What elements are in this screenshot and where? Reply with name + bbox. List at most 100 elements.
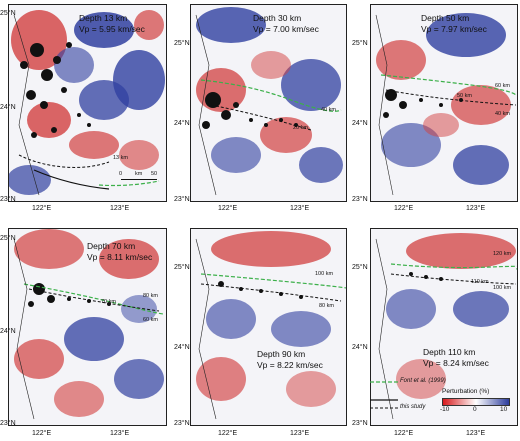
contour-label-c: 100 km [493, 285, 512, 291]
map-panel-depth-90: Depth 90 km Vp = 8.22 km/sec 100 km 80 k… [190, 228, 347, 426]
contour-font [98, 180, 160, 187]
lat-label-23: 23°N [352, 196, 368, 203]
lat-label-24: 24°N [352, 344, 368, 351]
tomography-map [371, 229, 517, 425]
trench-line [33, 169, 110, 190]
vp-label: Vp = 8.24 km/sec [423, 358, 489, 368]
vp-label: Vp = 7.97 km/sec [421, 24, 487, 34]
contour-label-b: 40 km [321, 107, 336, 113]
contour-label-c: 40 km [495, 111, 510, 117]
contour-label-a: 100 km [315, 271, 334, 277]
lat-label-23: 23°N [352, 420, 368, 427]
lon-label-122: 122°E [32, 430, 52, 437]
depth-label: Depth 70 km [87, 241, 136, 251]
legend-this-study: this study [400, 404, 426, 410]
lon-label-123: 123°E [290, 430, 310, 437]
lat-label-23: 23°N [0, 196, 16, 203]
scale-bar: 0 km 50 [119, 171, 157, 183]
legend-font: Font et al. (1999) [400, 378, 446, 384]
contour-font [390, 263, 517, 270]
tomography-map [191, 229, 346, 425]
tomography-map [9, 5, 166, 201]
contour-font [200, 79, 342, 112]
coastline [195, 238, 217, 420]
contour-label-a: 50 km [457, 93, 472, 99]
coastline [375, 238, 394, 420]
map-panel-depth-110: Depth 110 km Vp = 8.24 km/sec 120 km 110… [370, 228, 518, 426]
tomography-map [191, 5, 346, 201]
depth-label: Depth 110 km [423, 347, 476, 357]
map-panel-depth-30: Depth 30 km Vp = 7.00 km/sec 20 km 40 km [190, 4, 347, 202]
contour-label-c: 60 km [143, 317, 158, 323]
seismicity-dots [383, 89, 463, 118]
lat-label-24: 24°N [174, 120, 190, 127]
contour-label: 13 km [113, 155, 128, 161]
contour-label-a: 20 km [293, 125, 308, 131]
contour-label-b: 80 km [319, 303, 334, 309]
lon-label-122: 122°E [394, 430, 414, 437]
lon-label-122: 122°E [394, 205, 414, 212]
coastline [375, 14, 394, 196]
map-panel-depth-13: Depth 13 km Vp = 5.95 km/sec 13 km 0 km … [8, 4, 167, 202]
contour-label-b: 80 km [143, 293, 158, 299]
vp-label: Vp = 5.95 km/sec [79, 24, 145, 34]
coastline [13, 14, 40, 196]
colorbar-tick-min: -10 [440, 406, 450, 413]
depth-label: Depth 50 km [421, 13, 470, 23]
colorbar-title: Perturbation (%) [442, 388, 490, 395]
lon-label-122: 122°E [218, 430, 238, 437]
lat-label-25: 25°N [174, 264, 190, 271]
colorbar-tick-max: 10 [500, 406, 508, 413]
lat-label-23: 23°N [174, 196, 190, 203]
map-panel-depth-70: Depth 70 km Vp = 8.11 km/sec 70 km 80 km… [8, 228, 167, 426]
contour-this-study [200, 283, 342, 302]
seismicity-dots [202, 92, 298, 129]
lon-label-122: 122°E [218, 205, 238, 212]
lat-label-24: 24°N [352, 120, 368, 127]
map-panel-depth-50: Depth 50 km Vp = 7.97 km/sec 50 km 60 km… [370, 4, 518, 202]
lat-label-25: 25°N [0, 10, 16, 17]
contour-label-a: 70 km [101, 299, 116, 305]
contour-this-study [210, 104, 312, 131]
contour-font [23, 283, 165, 315]
lon-label-123: 123°E [466, 205, 486, 212]
tomography-map [9, 229, 166, 425]
lon-label-123: 123°E [110, 430, 130, 437]
lat-label-24: 24°N [0, 328, 16, 335]
coastline [13, 238, 35, 420]
coastline [195, 14, 217, 196]
contour-this-study [390, 273, 517, 285]
lat-label-25: 25°N [0, 235, 16, 242]
lat-label-25: 25°N [352, 264, 368, 271]
vp-label: Vp = 8.11 km/sec [87, 252, 153, 262]
contour-label-b: 110 km [471, 279, 489, 285]
colorbar: Perturbation (%) -10 0 10 [440, 388, 512, 418]
contour-this-study [28, 288, 160, 312]
lon-label-122: 122°E [32, 205, 52, 212]
colorbar-tick-mid: 0 [473, 406, 477, 413]
lon-label-123: 123°E [110, 205, 130, 212]
contour-this-study [385, 89, 517, 106]
tomography-map [371, 5, 517, 201]
vp-label: Vp = 8.22 km/sec [257, 360, 323, 370]
contour-this-study [18, 154, 110, 168]
lat-label-25: 25°N [352, 40, 368, 47]
seismicity-dots [20, 42, 91, 138]
lon-label-123: 123°E [290, 205, 310, 212]
lat-label-25: 25°N [174, 40, 190, 47]
seismicity-dots [28, 283, 111, 307]
lat-label-23: 23°N [174, 420, 190, 427]
contour-font [200, 273, 346, 289]
contour-label-a: 120 km [493, 251, 512, 257]
depth-label: Depth 13 km [79, 13, 128, 23]
lat-label-24: 24°N [0, 104, 16, 111]
lon-label-123: 123°E [466, 430, 486, 437]
depth-label: Depth 30 km [253, 13, 302, 23]
contour-label-b: 60 km [495, 83, 510, 89]
lat-label-23: 23°N [0, 420, 16, 427]
depth-label: Depth 90 km [257, 349, 306, 359]
vp-label: Vp = 7.00 km/sec [253, 24, 319, 34]
contour-font [380, 74, 517, 96]
lat-label-24: 24°N [174, 344, 190, 351]
legend: Font et al. (1999) this study [368, 378, 446, 420]
